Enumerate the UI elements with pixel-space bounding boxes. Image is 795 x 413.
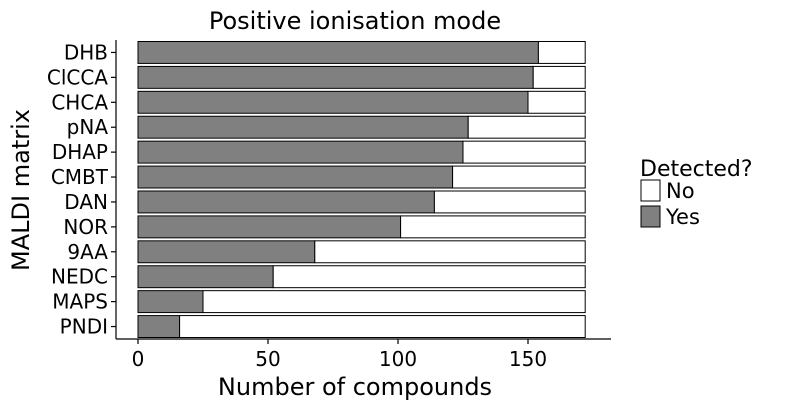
legend: Detected? No Yes — [640, 157, 753, 229]
y-tick-label: pNA — [67, 115, 109, 139]
y-tick-label: PNDI — [60, 315, 108, 339]
y-axis-ticks: DHBClCCACHCApNADHAPCMBTDANNOR9AANEDCMAPS… — [47, 40, 116, 339]
bar-yes-pndi — [137, 315, 181, 339]
y-axis-label: MALDI matrix — [7, 109, 35, 271]
bar-no-cmbt — [452, 165, 586, 189]
bar-no-pndi — [179, 315, 586, 339]
bar-yes-cmbt — [137, 165, 454, 189]
y-tick-label: 9AA — [67, 240, 108, 264]
bar-no-clcca — [532, 65, 586, 89]
bar-yes-chca — [137, 90, 529, 114]
y-tick-label: MAPS — [52, 290, 108, 314]
y-tick-label: DHAP — [52, 140, 108, 164]
bar-no-9aa — [314, 240, 586, 264]
bar-no-maps — [202, 290, 586, 314]
bar-yes-dhap — [137, 140, 464, 164]
bar-yes-dhb — [137, 40, 539, 64]
x-tick-label: 150 — [509, 347, 547, 371]
bar-no-nedc — [272, 265, 586, 289]
y-tick-label: ClCCA — [47, 65, 108, 89]
bar-no-pna — [467, 115, 586, 139]
bar-no-nor — [400, 215, 586, 239]
x-tick-label: 100 — [379, 347, 417, 371]
bar-no-dhb — [537, 40, 586, 64]
bar-yes-nedc — [137, 265, 274, 289]
bar-yes-dan — [137, 190, 435, 214]
x-axis-ticks: 0 50 100 150 — [132, 339, 547, 371]
y-tick-label: DAN — [64, 190, 108, 214]
y-tick-label: NOR — [63, 215, 108, 239]
legend-swatch-yes — [640, 205, 661, 228]
y-tick-label: NEDC — [51, 265, 108, 289]
bar-yes-9aa — [137, 240, 316, 264]
bar-no-dhap — [462, 140, 586, 164]
x-axis-label: Number of compounds — [218, 373, 492, 401]
chart-title: Positive ionisation mode — [209, 7, 501, 35]
bar-yes-nor — [137, 215, 402, 239]
x-tick-label: 50 — [255, 347, 280, 371]
y-tick-label: CHCA — [51, 90, 108, 114]
legend-label-yes: Yes — [665, 205, 700, 229]
legend-swatch-no — [640, 179, 661, 202]
legend-label-no: No — [666, 179, 695, 203]
x-tick-label: 0 — [132, 347, 145, 371]
bar-no-dan — [433, 190, 586, 214]
bars-layer — [137, 40, 586, 339]
y-tick-label: DHB — [64, 40, 108, 64]
bar-yes-pna — [137, 115, 469, 139]
bar-yes-maps — [137, 290, 204, 314]
legend-title: Detected? — [640, 157, 753, 182]
bar-yes-clcca — [137, 65, 534, 89]
bar-no-chca — [527, 90, 586, 114]
y-tick-label: CMBT — [51, 165, 109, 189]
